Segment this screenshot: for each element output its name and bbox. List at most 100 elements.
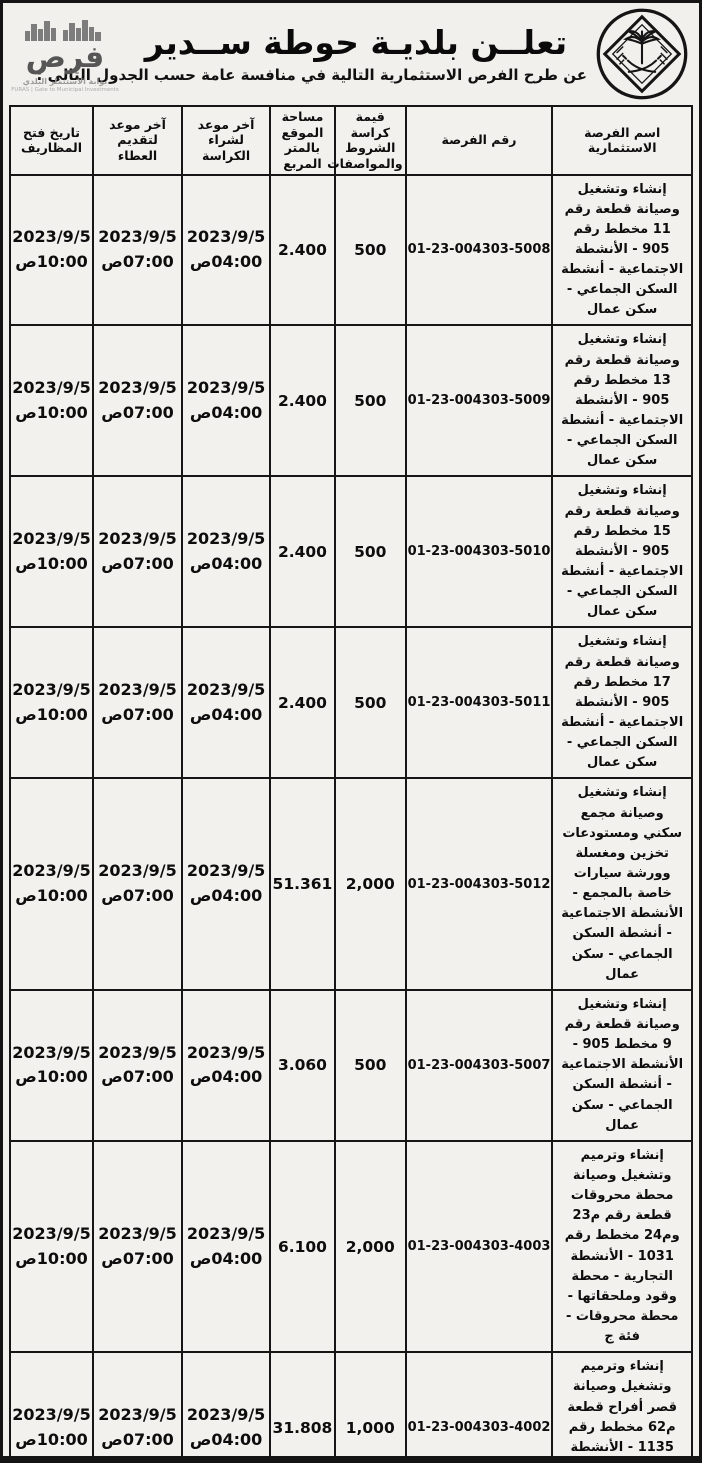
envelope-opening-date: 2023/9/5 10:00ص — [8, 626, 95, 780]
bid-time: 07:00ص — [101, 704, 174, 724]
site-area: 2.400 — [269, 626, 336, 780]
opening-date: 2023/9/5 — [12, 1404, 91, 1424]
opening-time: 10:00ص — [15, 886, 88, 906]
table-header-row: اسم الفرصة الاستثمارية رقم الفرصة قيمة ك… — [8, 105, 693, 176]
bid-time: 07:00ص — [101, 402, 174, 422]
col-header-opportunity-name: اسم الفرصة الاستثمارية — [551, 105, 693, 176]
site-area: 3.060 — [269, 988, 336, 1142]
furas-logo: فرص بوابة الاستثمار البلدي FURAS | Gate … — [9, 15, 121, 93]
announcement-titles: تعلــن بلديـة حوطة ســدير عن طرح الفرص ا… — [36, 23, 587, 84]
purchase-time: 04:00ص — [189, 553, 263, 573]
purchase-deadline: 2023/9/5 04:00ص — [181, 988, 272, 1142]
purchase-deadline: 2023/9/5 04:00ص — [181, 777, 272, 991]
envelope-opening-date: 2023/9/5 10:00ص — [8, 475, 95, 629]
opening-date: 2023/9/5 — [12, 1223, 91, 1243]
booklet-value: 2,000 — [333, 1139, 407, 1354]
envelope-opening-date: 2023/9/5 10:00ص — [8, 1351, 95, 1456]
furas-wordmark: فرص — [25, 40, 105, 75]
opening-time: 10:00ص — [15, 402, 88, 422]
bid-deadline: 2023/9/5 07:00ص — [92, 1351, 184, 1456]
col-header-purchase-deadline: آخر موعد لشراء الكراسة — [181, 105, 272, 176]
purchase-time: 04:00ص — [189, 886, 263, 906]
site-area: 31.808 — [269, 1351, 336, 1456]
bid-deadline: 2023/9/5 07:00ص — [92, 988, 184, 1142]
table-row: إنشاء وترميم وتشغيل وصيانة قصر أفراح قطع… — [8, 1351, 693, 1456]
purchase-deadline: 2023/9/5 04:00ص — [181, 324, 272, 478]
purchase-date: 2023/9/5 — [186, 1042, 266, 1062]
bid-deadline: 2023/9/5 07:00ص — [92, 626, 184, 780]
opportunity-number: 01-23-004303-4003 — [404, 1139, 554, 1354]
purchase-date: 2023/9/5 — [186, 529, 266, 549]
opportunity-name: إنشاء وتشغيل وصيانة قطعة رقم 11 مخطط رقم… — [551, 173, 693, 327]
bid-deadline: 2023/9/5 07:00ص — [92, 475, 184, 629]
purchase-time: 04:00ص — [189, 1067, 263, 1087]
opportunities-table-body: إنشاء وتشغيل وصيانة قطعة رقم 11 مخطط رقم… — [8, 173, 693, 1456]
table-row: إنشاء وتشغيل وصيانة قطعة رقم 11 مخطط رقم… — [8, 173, 693, 327]
city-skyline-icon — [25, 20, 101, 41]
booklet-value: 500 — [333, 988, 407, 1142]
bid-time: 07:00ص — [101, 1248, 174, 1268]
booklet-value: 500 — [333, 475, 407, 629]
bid-time: 07:00ص — [101, 886, 174, 906]
purchase-time: 04:00ص — [189, 402, 263, 422]
opening-date: 2023/9/5 — [12, 227, 91, 247]
bid-deadline: 2023/9/5 07:00ص — [92, 1139, 184, 1354]
opportunity-name: إنشاء وتشغيل وصيانة قطعة رقم 13 مخطط رقم… — [551, 324, 693, 478]
envelope-opening-date: 2023/9/5 10:00ص — [8, 988, 95, 1142]
bid-date: 2023/9/5 — [98, 529, 177, 549]
col-header-opportunity-number: رقم الفرصة — [404, 105, 554, 176]
bid-time: 07:00ص — [101, 1067, 174, 1087]
opening-date: 2023/9/5 — [12, 680, 91, 700]
bid-deadline: 2023/9/5 07:00ص — [92, 777, 184, 991]
booklet-value: 500 — [333, 324, 407, 478]
opportunity-name: إنشاء وترميم وتشغيل وصيانة قصر أفراح قطع… — [551, 1351, 693, 1456]
site-area: 6.100 — [269, 1139, 336, 1354]
purchase-deadline: 2023/9/5 04:00ص — [181, 475, 272, 629]
furas-tagline-en: FURAS | Gate to Municipal Investments — [11, 87, 119, 93]
booklet-value: 500 — [333, 626, 407, 780]
page-subtitle: عن طرح الفرص الاستثمارية التالية في مناف… — [36, 65, 587, 84]
envelope-opening-date: 2023/9/5 10:00ص — [8, 777, 95, 991]
bid-date: 2023/9/5 — [98, 680, 177, 700]
bid-date: 2023/9/5 — [98, 378, 177, 398]
opening-time: 10:00ص — [15, 704, 88, 724]
announcement-header: تعلــن بلديـة حوطة ســدير عن طرح الفرص ا… — [9, 3, 693, 105]
purchase-date: 2023/9/5 — [186, 1404, 266, 1424]
col-header-site-area: مساحة الموقع بالمتر المربع — [269, 105, 336, 176]
purchase-time: 04:00ص — [189, 251, 263, 271]
purchase-time: 04:00ص — [189, 1429, 263, 1449]
opportunity-number: 01-23-004303-5007 — [404, 988, 554, 1142]
opportunity-number: 01-23-004303-4002 — [404, 1351, 554, 1456]
opening-time: 10:00ص — [15, 1429, 88, 1449]
booklet-value: 1,000 — [333, 1351, 407, 1456]
municipality-emblem-icon — [596, 8, 688, 100]
bid-date: 2023/9/5 — [98, 1042, 177, 1062]
purchase-date: 2023/9/5 — [186, 378, 266, 398]
bid-date: 2023/9/5 — [98, 227, 177, 247]
purchase-deadline: 2023/9/5 04:00ص — [181, 1351, 272, 1456]
opportunity-number: 01-23-004303-5012 — [404, 777, 554, 991]
opportunity-name: إنشاء وترميم وتشغيل وصيانة محطة محروقات … — [551, 1139, 693, 1354]
table-row: إنشاء وتشغيل وصيانة مجمع سكني ومستودعات … — [8, 777, 693, 991]
opportunity-name: إنشاء وتشغيل وصيانة قطعة رقم 9 مخطط 905 … — [551, 988, 693, 1142]
table-row: إنشاء وتشغيل وصيانة قطعة رقم 13 مخطط رقم… — [8, 324, 693, 478]
opening-time: 10:00ص — [15, 1067, 88, 1087]
bid-time: 07:00ص — [101, 553, 174, 573]
bid-date: 2023/9/5 — [98, 861, 177, 881]
col-header-bid-deadline: آخر موعد لتقديم العطاء — [92, 105, 184, 176]
bid-deadline: 2023/9/5 07:00ص — [92, 324, 184, 478]
opening-date: 2023/9/5 — [12, 861, 91, 881]
page-title: تعلــن بلديـة حوطة ســدير — [144, 23, 568, 63]
opening-time: 10:00ص — [15, 553, 88, 573]
purchase-date: 2023/9/5 — [186, 1223, 266, 1243]
purchase-deadline: 2023/9/5 04:00ص — [181, 626, 272, 780]
bid-date: 2023/9/5 — [98, 1404, 177, 1424]
purchase-date: 2023/9/5 — [186, 861, 266, 881]
table-row: إنشاء وتشغيل وصيانة قطعة رقم 17 مخطط رقم… — [8, 626, 693, 780]
opening-time: 10:00ص — [15, 1248, 88, 1268]
opportunity-name: إنشاء وتشغيل وصيانة قطعة رقم 15 مخطط رقم… — [551, 475, 693, 629]
envelope-opening-date: 2023/9/5 10:00ص — [8, 1139, 95, 1354]
booklet-value: 2,000 — [333, 777, 407, 991]
purchase-date: 2023/9/5 — [186, 680, 266, 700]
